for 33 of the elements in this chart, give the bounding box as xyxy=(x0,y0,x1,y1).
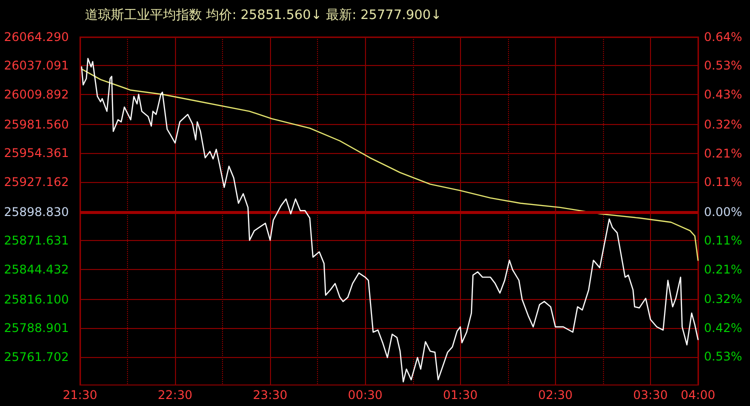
x-tick-label: 01:30 xyxy=(443,388,478,402)
x-tick-label: 00:30 xyxy=(348,388,383,402)
y2-tick-label: 0.53% xyxy=(704,58,742,73)
y2-tick-label: 0.11% xyxy=(704,175,742,189)
x-tick-label: 23:30 xyxy=(252,388,288,402)
y2-tick-label: 0.21% xyxy=(704,146,742,160)
chart-title: 道琼斯工业平均指数 均价: 25851.560↓ 最新: 25777.900↓ xyxy=(85,7,442,23)
x-tick-label: 02:30 xyxy=(538,388,573,402)
y2-tick-label: 0.32% xyxy=(704,118,742,132)
y-tick-label: 25816.100 xyxy=(4,292,69,306)
x-tick-label: 21:30 xyxy=(62,388,98,402)
y2-tick-label: 0.00% xyxy=(704,204,742,219)
y2-tick-label: 0.42% xyxy=(704,320,742,335)
y-tick-label: 26009.892 xyxy=(4,87,69,102)
y2-tick-label: 0.53% xyxy=(704,350,742,364)
y-tick-label: 25761.702 xyxy=(4,350,69,364)
y-tick-label: 25898.830 xyxy=(4,204,69,219)
y-tick-label: 25927.162 xyxy=(4,174,69,189)
y2-tick-label: 0.21% xyxy=(704,262,742,276)
y-tick-label: 25844.432 xyxy=(4,262,69,276)
y-tick-label: 26064.290 xyxy=(4,30,69,44)
x-tick-label: 04:00 xyxy=(680,388,716,402)
y-tick-label: 25871.631 xyxy=(4,234,69,248)
y-tick-label: 25788.901 xyxy=(4,321,69,336)
x-tick-label: 03:30 xyxy=(633,388,668,402)
y2-tick-label: 0.11% xyxy=(704,234,742,248)
y-tick-label: 26037.091 xyxy=(4,58,69,73)
y2-tick-label: 0.64% xyxy=(704,30,742,44)
y-tick-label: 25954.361 xyxy=(4,146,69,160)
y2-tick-label: 0.43% xyxy=(704,87,742,102)
y2-tick-label: 0.32% xyxy=(704,292,742,306)
x-tick-label: 22:30 xyxy=(158,388,192,402)
y-tick-label: 25981.560 xyxy=(4,117,69,132)
